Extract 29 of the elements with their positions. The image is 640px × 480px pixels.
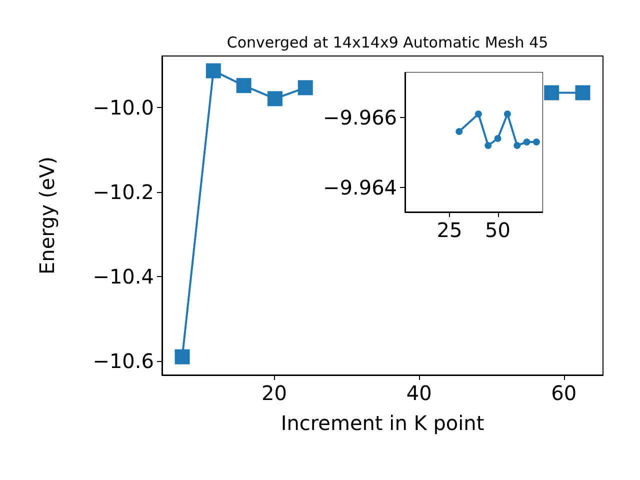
x-tick-label: 40 <box>406 381 432 405</box>
point <box>575 85 590 100</box>
point <box>474 110 482 118</box>
point <box>514 142 521 149</box>
y-tick-label: −10.4 <box>92 264 154 289</box>
point <box>456 128 463 135</box>
x-tick-label: 50 <box>485 218 511 242</box>
point <box>504 110 511 118</box>
y-axis-title: Energy (eV) <box>35 156 59 274</box>
x-tick-label: 25 <box>436 218 462 242</box>
point <box>206 63 221 78</box>
point <box>298 80 313 96</box>
point <box>236 78 252 94</box>
point <box>174 349 190 364</box>
y-tick-label: −10.6 <box>92 349 154 374</box>
point <box>494 135 502 142</box>
y-tick-label: −10.2 <box>92 180 154 204</box>
x-tick-label: 60 <box>551 381 577 405</box>
x-tick-label: 20 <box>262 381 287 405</box>
point <box>544 85 560 100</box>
y-tick-label: −9.964 <box>323 176 398 200</box>
y-tick-label: −9.966 <box>323 106 398 130</box>
point <box>532 138 540 146</box>
chart-title: Converged at 14x14x9 Automatic Mesh 45 <box>226 34 548 52</box>
point <box>523 138 530 146</box>
x-axis-title: Increment in K point <box>280 411 484 435</box>
point <box>267 91 282 106</box>
point <box>484 142 492 149</box>
y-tick-label: −10.0 <box>92 96 154 120</box>
